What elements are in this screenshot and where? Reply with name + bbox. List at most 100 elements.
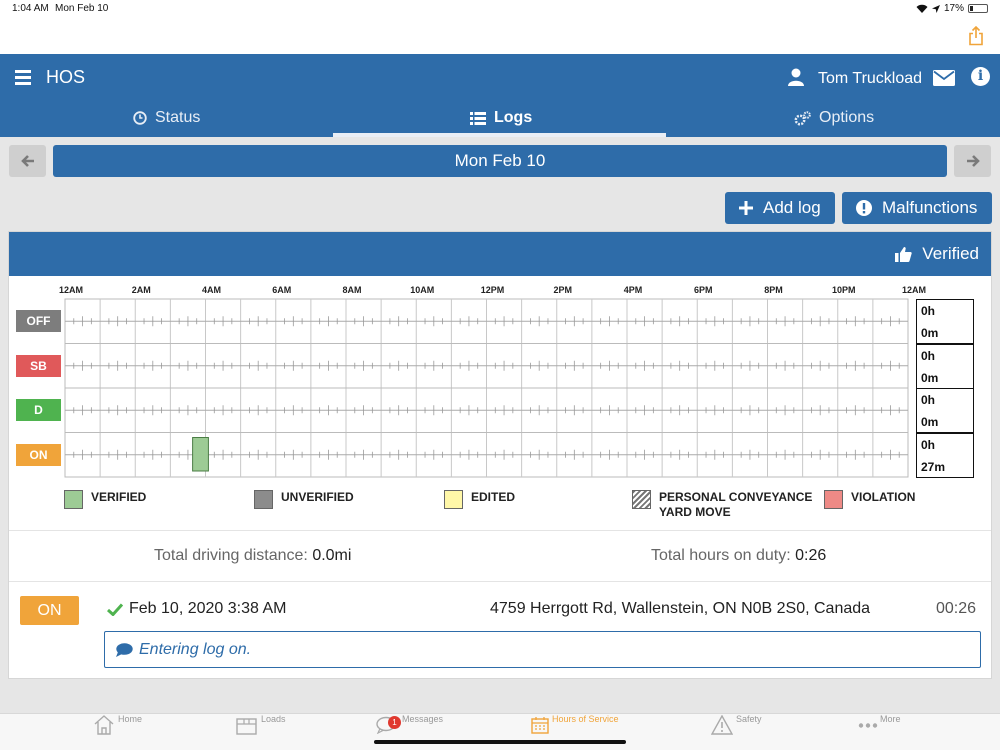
entry-note-text: Entering log on.	[139, 641, 252, 658]
status-date: Mon Feb 10	[55, 3, 109, 14]
hours-on-duty-value: 0:26	[795, 547, 827, 564]
plus-icon	[739, 201, 753, 215]
active-tab-indicator	[333, 133, 666, 137]
info-icon[interactable]: i	[971, 67, 990, 86]
legend-label: VIOLATION	[851, 490, 916, 504]
tab-options-label: Options	[819, 109, 875, 126]
legend-swatch	[444, 490, 463, 509]
mail-icon[interactable]	[933, 70, 955, 86]
user-icon	[788, 68, 804, 86]
duty-segment[interactable]	[192, 437, 209, 472]
entry-timestamp[interactable]: Feb 10, 2020 3:38 AM	[107, 600, 286, 618]
legend-item: VIOLATION	[824, 490, 915, 509]
tabbar-messages[interactable]: 1 Messages	[376, 714, 456, 750]
entry-timestamp-text: Feb 10, 2020 3:38 AM	[129, 600, 287, 617]
legend-item: EDITED	[444, 490, 515, 509]
status-label-sb: SB	[16, 354, 61, 377]
menu-icon[interactable]	[15, 70, 31, 85]
tab-status[interactable]: Status	[133, 106, 200, 130]
gears-icon	[794, 110, 811, 125]
current-date-button[interactable]: Mon Feb 10	[53, 145, 947, 177]
hour-label: 4PM	[623, 285, 643, 295]
battery-icon	[968, 4, 988, 13]
legend-swatch	[254, 490, 273, 509]
hour-label: 12AM	[901, 285, 927, 295]
malfunctions-label: Malfunctions	[882, 198, 978, 217]
tabbar-hours-of-service[interactable]: Hours of Service	[531, 714, 641, 750]
comment-icon	[116, 643, 133, 657]
legend-label: PERSONAL CONVEYANCE YARD MOVE	[659, 490, 813, 519]
tabbar-loads-label: Loads	[261, 714, 286, 724]
status-bar: 1:04 AM Mon Feb 10 17%	[0, 0, 1000, 20]
total-minutes: 0m	[921, 370, 939, 385]
total-hours: 0h	[921, 348, 936, 363]
legend-label: VERIFIED	[91, 490, 147, 504]
malfunctions-button[interactable]: Malfunctions	[842, 192, 992, 224]
tabbar-safety-label: Safety	[736, 714, 762, 724]
home-icon	[94, 715, 114, 735]
tabbar-home[interactable]: Home	[93, 714, 153, 750]
app-title: HOS	[46, 67, 86, 87]
hour-label: 2AM	[131, 285, 151, 295]
total-hours: 0h	[921, 393, 936, 407]
arrow-left-icon	[20, 155, 34, 167]
tab-options[interactable]: Options	[794, 106, 874, 130]
status-time: 1:04 AM	[12, 3, 49, 14]
tab-status-label: Status	[155, 109, 201, 126]
add-log-button[interactable]: Add log	[725, 192, 835, 224]
hour-label: 12AM	[58, 285, 84, 295]
total-minutes: 0m	[921, 326, 939, 340]
messages-badge: 1	[388, 716, 401, 729]
arrow-right-icon	[966, 155, 980, 167]
bottom-tab-bar: Home Loads 1 Messages Hours of Service S…	[0, 713, 1000, 750]
entry-note[interactable]: Entering log on.	[104, 631, 981, 668]
loads-icon	[236, 718, 257, 735]
tabbar-safety[interactable]: Safety	[711, 714, 771, 750]
date-navigation: Mon Feb 10	[0, 137, 1000, 185]
hour-label: 10PM	[831, 285, 856, 295]
home-indicator	[374, 740, 626, 744]
hour-label: 6PM	[693, 285, 713, 295]
log-card: Verified 12AM 2AM 4AM 6AM 8AM 10AM 12PM 2PM 4PM 6…	[8, 231, 992, 679]
legend-label-secondary: YARD MOVE	[659, 505, 731, 519]
hours-on-duty-label: Total hours on duty:	[651, 547, 791, 564]
hour-label: 8AM	[342, 285, 362, 295]
total-sb: 0h 0m	[916, 343, 974, 389]
status-label-on: ON	[16, 443, 61, 466]
driving-distance-label: Total driving distance:	[154, 547, 308, 564]
clock-icon	[133, 111, 147, 125]
total-d: 0h 0m	[916, 388, 974, 433]
entry-duration: 00:26	[936, 600, 977, 617]
tab-logs[interactable]: Logs	[470, 106, 532, 130]
top-bar	[0, 20, 1000, 54]
user-name[interactable]: Tom Truckload	[818, 70, 923, 87]
verified-status: Verified	[895, 244, 979, 264]
wifi-icon	[916, 4, 928, 13]
tabbar-more[interactable]: More	[858, 714, 918, 750]
total-minutes: 27m	[921, 459, 946, 474]
hour-label: 6AM	[272, 285, 292, 295]
total-off: 0h 0m	[916, 299, 974, 344]
previous-day-button[interactable]	[9, 145, 46, 177]
app-header: HOS Tom Truckload i Status Logs Options	[0, 54, 1000, 137]
tabbar-messages-label: Messages	[402, 714, 444, 724]
battery-percent: 17%	[943, 3, 964, 14]
thumbs-up-icon	[895, 247, 912, 262]
next-day-button[interactable]	[954, 145, 991, 177]
tabbar-hours-of-service-label: Hours of Service	[552, 714, 619, 724]
hour-label: 10AM	[410, 285, 435, 295]
total-on: 0h 27m	[916, 432, 974, 478]
legend-item: UNVERIFIED	[254, 490, 354, 509]
verified-label: Verified	[922, 244, 979, 263]
status-indicators: 17%	[916, 3, 988, 14]
share-icon[interactable]	[968, 26, 984, 46]
driving-distance-value: 0.0mi	[312, 547, 352, 564]
location-icon	[931, 4, 940, 13]
warning-icon	[711, 715, 733, 735]
add-log-label: Add log	[763, 198, 821, 217]
total-minutes: 0m	[921, 415, 939, 429]
tabbar-loads[interactable]: Loads	[236, 714, 296, 750]
entry-status-badge[interactable]: ON	[20, 596, 79, 625]
tabbar-home-label: Home	[118, 714, 143, 724]
driving-distance: Total driving distance: 0.0mi	[154, 547, 351, 565]
